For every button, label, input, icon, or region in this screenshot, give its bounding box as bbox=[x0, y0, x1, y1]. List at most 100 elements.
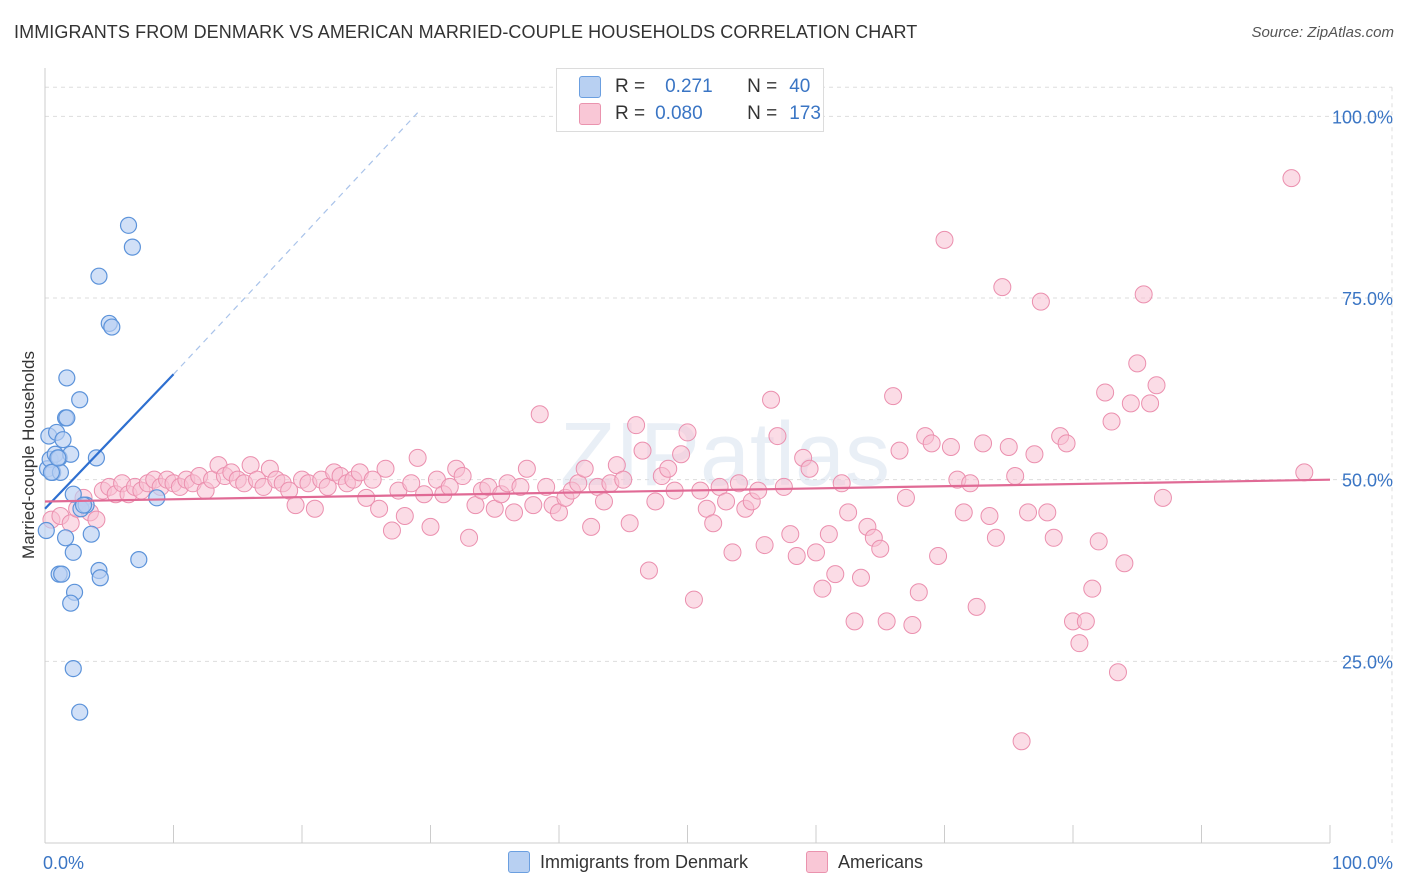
americans-point bbox=[678, 423, 697, 442]
denmark-point bbox=[71, 703, 89, 721]
americans-point bbox=[517, 459, 536, 478]
americans-point bbox=[408, 448, 427, 467]
americans-point bbox=[807, 543, 825, 562]
y-tick-label: 25.0% bbox=[1342, 652, 1393, 672]
denmark-point bbox=[58, 369, 76, 387]
legend-r-label: R = bbox=[615, 103, 646, 124]
series-swatch-denmark bbox=[508, 851, 530, 873]
denmark-point bbox=[49, 449, 67, 467]
americans-point bbox=[421, 517, 440, 536]
denmark-point bbox=[64, 485, 82, 503]
americans-point bbox=[839, 503, 858, 522]
americans-point bbox=[1019, 503, 1038, 522]
americans-point bbox=[402, 474, 421, 493]
americans-point bbox=[537, 477, 556, 496]
americans-point bbox=[460, 528, 479, 547]
denmark-point bbox=[42, 463, 61, 481]
series-swatch-americans bbox=[806, 851, 828, 873]
denmark-point bbox=[64, 659, 82, 678]
americans-point bbox=[672, 445, 691, 464]
americans-point bbox=[762, 390, 781, 409]
denmark-points bbox=[37, 216, 166, 721]
americans-point bbox=[659, 459, 678, 478]
legend-row-denmark: R = 0.271 N = 40 bbox=[579, 74, 810, 100]
denmark-point bbox=[91, 569, 109, 587]
americans-point bbox=[582, 517, 601, 536]
americans-point bbox=[1295, 463, 1314, 482]
americans-point bbox=[877, 612, 896, 631]
americans-point bbox=[646, 492, 665, 511]
americans-point bbox=[376, 459, 395, 478]
americans-point bbox=[1025, 445, 1044, 464]
denmark-point bbox=[58, 409, 76, 427]
series-label-americans: Americans bbox=[838, 851, 924, 872]
americans-point bbox=[1006, 467, 1025, 486]
americans-point bbox=[614, 470, 633, 489]
legend-r-label: R = bbox=[615, 76, 646, 97]
denmark-point bbox=[53, 565, 71, 583]
x-tick-label: 0.0% bbox=[43, 853, 84, 873]
americans-point bbox=[890, 441, 909, 460]
americans-point bbox=[395, 507, 414, 525]
denmark-point bbox=[123, 238, 141, 256]
americans-point bbox=[781, 525, 800, 544]
americans-point bbox=[755, 536, 774, 555]
legend-r-value-denmark: 0.271 bbox=[665, 76, 713, 97]
series-legend-denmark[interactable]: Immigrants from Denmark bbox=[508, 851, 748, 873]
legend-r-value-americans: 0.080 bbox=[655, 103, 703, 124]
americans-point bbox=[1115, 554, 1134, 573]
americans-point bbox=[922, 434, 941, 453]
americans-point bbox=[819, 525, 838, 544]
trend-lines bbox=[44, 112, 1331, 510]
americans-point bbox=[1141, 394, 1160, 413]
americans-point bbox=[967, 597, 986, 616]
denmark-point bbox=[56, 529, 75, 547]
denmark-trend-line bbox=[44, 373, 175, 510]
americans-point bbox=[787, 546, 806, 565]
americans-point bbox=[986, 528, 1005, 547]
americans-point bbox=[453, 467, 472, 486]
americans-point bbox=[993, 278, 1012, 297]
denmark-point bbox=[71, 391, 89, 409]
americans-point bbox=[370, 499, 389, 518]
americans-point bbox=[813, 579, 832, 598]
americans-point bbox=[1102, 412, 1121, 431]
americans-point bbox=[903, 616, 922, 634]
y-tick-label: 100.0% bbox=[1332, 107, 1393, 127]
y-tick-labels: 25.0% 50.0% 75.0% 100.0% bbox=[1332, 107, 1393, 672]
americans-point bbox=[1121, 394, 1140, 413]
y-tick-label: 50.0% bbox=[1342, 471, 1393, 491]
americans-point bbox=[845, 612, 864, 631]
americans-point bbox=[1057, 434, 1076, 453]
americans-point bbox=[575, 459, 594, 478]
series-legend-americans[interactable]: Americans bbox=[806, 851, 923, 873]
americans-point bbox=[382, 521, 401, 540]
americans-trend-line bbox=[44, 478, 1331, 503]
legend-n-value-denmark: 40 bbox=[789, 76, 811, 97]
americans-point bbox=[684, 590, 703, 609]
americans-point bbox=[511, 477, 530, 496]
legend-n-value-americans: 173 bbox=[789, 103, 821, 124]
americans-point bbox=[357, 488, 376, 507]
denmark-point bbox=[148, 489, 166, 507]
denmark-point bbox=[37, 521, 55, 540]
series-label-denmark: Immigrants from Denmark bbox=[540, 851, 749, 872]
denmark-point bbox=[130, 550, 148, 569]
americans-point bbox=[1012, 732, 1031, 751]
americans-point bbox=[1134, 285, 1153, 304]
americans-point bbox=[1282, 169, 1301, 188]
correlation-legend: R = 0.271 N = 40 R = 0.080 N = 173 bbox=[556, 68, 824, 132]
americans-point bbox=[974, 434, 993, 453]
denmark-point bbox=[54, 431, 72, 449]
americans-point bbox=[1070, 634, 1089, 653]
americans-point bbox=[999, 437, 1018, 456]
americans-point bbox=[87, 510, 106, 529]
denmark-point bbox=[82, 525, 100, 543]
americans-points bbox=[42, 169, 1314, 751]
americans-point bbox=[800, 459, 819, 478]
americans-point bbox=[1076, 612, 1095, 631]
americans-point bbox=[1128, 354, 1147, 373]
x-tick-label: 100.0% bbox=[1332, 853, 1393, 873]
americans-point bbox=[935, 230, 954, 249]
